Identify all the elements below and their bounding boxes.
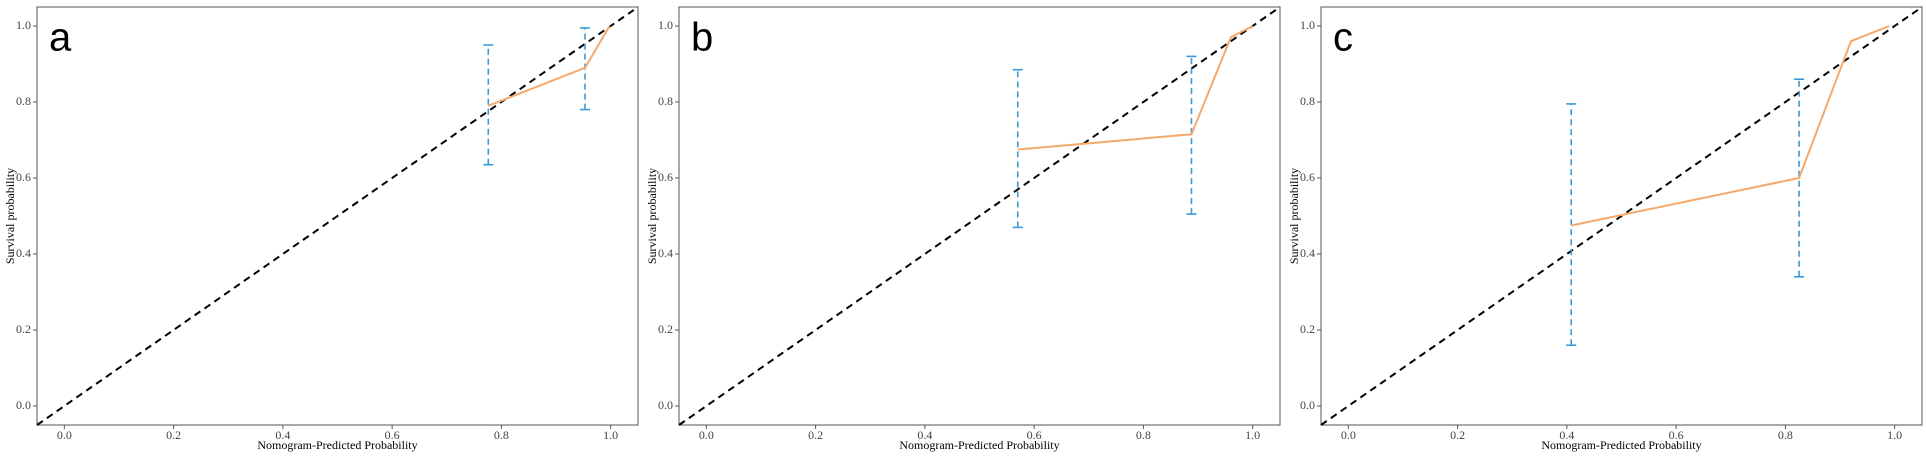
y-tick-label: 0.8: [1300, 94, 1315, 108]
panel-label: b: [691, 16, 713, 60]
y-tick-label: 0.4: [1300, 246, 1315, 260]
x-tick-label: 0.6: [385, 428, 400, 442]
y-axis-label: Survival probability: [3, 168, 17, 264]
x-tick-label: 0.8: [1136, 428, 1151, 442]
y-tick-label: 0.6: [658, 170, 673, 184]
x-tick-label: 0.0: [699, 428, 714, 442]
y-tick-label: 0.8: [16, 94, 31, 108]
x-tick-label: 0.8: [1778, 428, 1793, 442]
calibration-line: [487, 25, 611, 107]
y-tick-label: 0.0: [658, 398, 673, 412]
plot-frame: [36, 6, 639, 426]
x-axis-label: Nomogram-Predicted Probability: [257, 438, 417, 452]
x-tick-label: 0.2: [808, 428, 823, 442]
plot-frame: [678, 6, 1281, 426]
x-tick-label: 0.6: [1669, 428, 1684, 442]
x-tick-label: 1.0: [1887, 428, 1902, 442]
x-tick-label: 0.6: [1027, 428, 1042, 442]
y-tick-label: 0.6: [16, 170, 31, 184]
y-tick-label: 0.6: [1300, 170, 1315, 184]
x-tick-label: 0.4: [1559, 428, 1574, 442]
panel-label: a: [49, 16, 72, 60]
y-tick-label: 0.0: [16, 398, 31, 412]
y-tick-label: 0.0: [1300, 398, 1315, 412]
y-tick-label: 0.2: [1300, 322, 1315, 336]
x-axis-label: Nomogram-Predicted Probability: [1541, 438, 1701, 452]
x-tick-label: 0.8: [494, 428, 509, 442]
y-tick-label: 0.2: [658, 322, 673, 336]
reference-diagonal: [678, 6, 1281, 426]
calibration-line: [1017, 25, 1254, 151]
reference-diagonal: [36, 6, 639, 426]
x-tick-label: 0.0: [1341, 428, 1356, 442]
plot-frame: [1320, 6, 1923, 426]
x-axis-label: Nomogram-Predicted Probability: [899, 438, 1059, 452]
y-tick-label: 0.8: [658, 94, 673, 108]
y-tick-label: 0.2: [16, 322, 31, 336]
panel-label: c: [1333, 16, 1353, 60]
x-tick-label: 0.2: [166, 428, 181, 442]
y-axis-label: Survival probability: [645, 168, 659, 264]
y-tick-label: 1.0: [1300, 18, 1315, 32]
calibration-line: [1571, 25, 1890, 227]
x-tick-label: 1.0: [603, 428, 618, 442]
y-tick-label: 1.0: [658, 18, 673, 32]
y-tick-label: 0.4: [16, 246, 31, 260]
y-tick-label: 1.0: [16, 18, 31, 32]
x-tick-label: 0.4: [917, 428, 932, 442]
x-tick-label: 0.0: [57, 428, 72, 442]
y-axis-label: Survival probability: [1287, 168, 1301, 264]
x-tick-label: 1.0: [1245, 428, 1260, 442]
x-tick-label: 0.2: [1450, 428, 1465, 442]
x-tick-label: 0.4: [275, 428, 290, 442]
y-tick-label: 0.4: [658, 246, 673, 260]
